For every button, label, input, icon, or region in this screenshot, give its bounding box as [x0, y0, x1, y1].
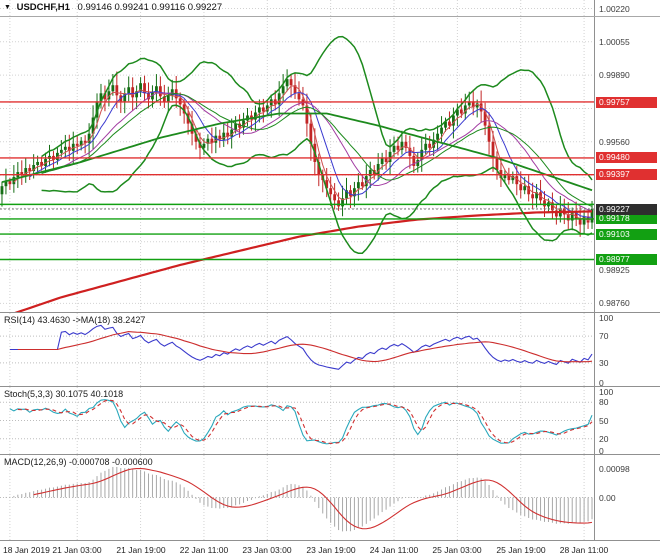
main-chart-panel: 1.00220 1.00055 0.99890 0.99560 0.98925 0.987…	[0, 0, 660, 312]
ohlc-values: 0.99146 0.99241 0.99116 0.99227	[77, 2, 223, 13]
time-label: 21 Jan 19:00	[116, 545, 166, 555]
macd-label: MACD(12,26,9) -0.000708 -0.000600	[4, 457, 153, 467]
current-price-label: 0.99227	[596, 203, 657, 215]
stochastic-label: Stoch(5,3,3) 30.1075 40.1018	[4, 389, 124, 399]
rsi-axis: 100 70 30 0	[594, 313, 660, 388]
rsi-tick: 30	[599, 357, 609, 368]
resistance-price-label: 0.99757	[596, 96, 657, 108]
time-label: 22 Jan 11:00	[179, 545, 229, 555]
symbol-dropdown-icon[interactable]: ▼	[4, 4, 11, 11]
rsi-plot[interactable]	[0, 313, 594, 386]
support-price-label: 0.98977	[596, 254, 657, 265]
time-label: 23 Jan 19:00	[306, 545, 356, 555]
price-tick: 0.98760	[599, 298, 630, 309]
stochastic-tick: 100	[599, 387, 614, 397]
stochastic-plot[interactable]	[0, 387, 594, 454]
rsi-tick: 100	[599, 313, 614, 323]
price-axis: 1.00220 1.00055 0.99890 0.99560 0.98925 0.987…	[594, 0, 660, 312]
price-tick: 0.99890	[599, 70, 630, 81]
time-axis[interactable]: 18 Jan 2019 21 Jan 03:00 21 Jan 19:00 22 Ja…	[0, 540, 660, 560]
price-chart-plot[interactable]	[0, 0, 594, 312]
stochastic-tick: 80	[599, 397, 609, 408]
stochastic-tick: 0	[599, 446, 604, 456]
price-tick: 0.98925	[599, 265, 630, 275]
chart-title-bar: ▼ USDCHF,H1 0.99146 0.99241 0.99116 0.99…	[4, 2, 222, 13]
stochastic-tick: 50	[599, 415, 609, 426]
price-tick: 1.00055	[599, 36, 630, 47]
time-label: 18 Jan 2019	[3, 545, 50, 555]
time-label: 21 Jan 03:00	[52, 545, 102, 555]
rsi-label: RSI(14) 43.4630 ->MA(18) 38.2427	[4, 315, 146, 325]
stochastic-panel: 100 80 50 20 0 Stoch(5,3,3) 30.1075 40.1018	[0, 386, 660, 456]
support-price-label: 0.99103	[596, 228, 657, 240]
macd-panel: 0.00098 0.00 MACD(12,26,9) -0.000708 -0.0…	[0, 454, 660, 540]
time-label: 25 Jan 03:00	[432, 545, 482, 555]
rsi-panel: 100 70 30 0 RSI(14) 43.4630 ->MA(18) 38.242…	[0, 312, 660, 388]
stochastic-tick: 20	[599, 433, 609, 444]
time-label: 28 Jan 11:00	[559, 545, 609, 555]
symbol-label: USDCHF,H1	[16, 2, 70, 13]
time-label: 24 Jan 11:00	[369, 545, 419, 555]
rsi-tick: 0	[599, 378, 604, 388]
support-price-label: 0.99178	[596, 213, 657, 225]
title-separator	[0, 16, 660, 17]
macd-axis: 0.00098 0.00	[594, 455, 660, 540]
macd-plot[interactable]	[0, 455, 594, 540]
price-tick: 0.99560	[599, 136, 630, 147]
time-label: 23 Jan 03:00	[242, 545, 292, 555]
rsi-tick: 70	[599, 331, 609, 342]
resistance-price-label: 0.99397	[596, 169, 657, 181]
resistance-price-label: 0.99480	[596, 152, 657, 164]
stochastic-axis: 100 80 50 20 0	[594, 387, 660, 456]
macd-tick: 0.00098	[599, 463, 630, 474]
price-tick: 1.00220	[599, 3, 630, 14]
time-label: 25 Jan 19:00	[496, 545, 546, 555]
macd-tick: 0.00	[599, 492, 616, 503]
